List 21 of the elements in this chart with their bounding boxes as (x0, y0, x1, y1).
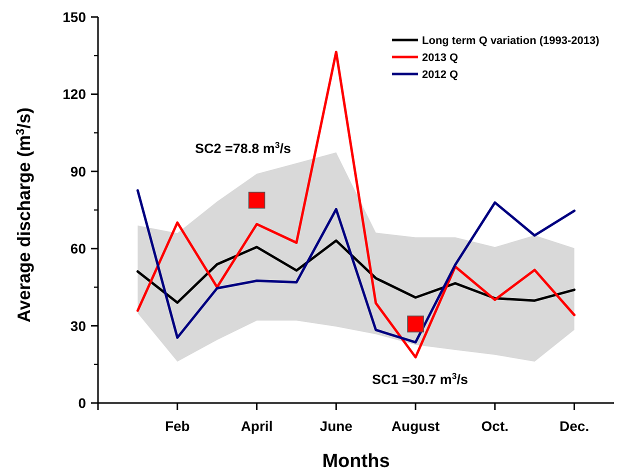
y-tick-label: 150 (62, 9, 86, 25)
x-tick-label: August (391, 418, 440, 434)
x-axis-title: Months (322, 451, 390, 472)
legend-label: 2012 Q (422, 69, 459, 81)
legend-label: Long term Q variation (1993-2013) (422, 35, 600, 47)
y-tick-label: 60 (70, 240, 86, 257)
annotation: SC2 =78.8 m$^{3}$/s (194, 140, 292, 156)
line-series (136, 239, 576, 304)
line-series (136, 50, 576, 358)
y-tick-label: 90 (70, 163, 86, 180)
y-tick-label: 30 (70, 318, 86, 334)
legend-label: 2013 Q (422, 52, 459, 64)
x-tick-label: Oct. (481, 418, 509, 434)
x-tick-label: June (320, 418, 353, 434)
y-tick-label: 120 (62, 86, 86, 102)
x-tick-label: Feb (164, 418, 190, 434)
y-tick-label: 0 (78, 395, 86, 411)
x-tick-label: April (240, 418, 273, 434)
line-series (136, 189, 576, 344)
x-tick-label: Dec. (560, 418, 590, 434)
annotation: SC1 =30.7 m$^{3}$/s (372, 371, 468, 387)
